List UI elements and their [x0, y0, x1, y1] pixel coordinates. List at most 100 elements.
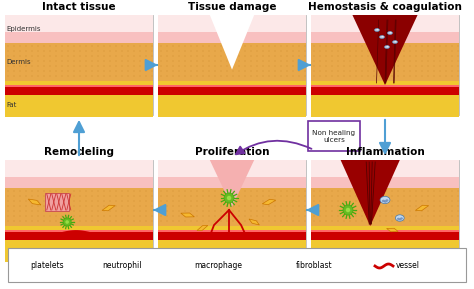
Ellipse shape [385, 60, 387, 62]
Ellipse shape [55, 70, 57, 72]
Bar [158, 32, 306, 43]
Ellipse shape [139, 60, 141, 62]
Ellipse shape [85, 55, 87, 57]
Ellipse shape [49, 65, 51, 67]
Ellipse shape [166, 75, 168, 77]
Ellipse shape [439, 210, 441, 212]
Ellipse shape [361, 215, 363, 217]
Ellipse shape [256, 190, 258, 192]
Ellipse shape [238, 195, 240, 197]
Ellipse shape [250, 220, 252, 222]
Ellipse shape [421, 205, 423, 207]
Ellipse shape [403, 205, 405, 207]
Text: neutrophil: neutrophil [102, 262, 142, 271]
Bar [5, 160, 153, 260]
Ellipse shape [121, 195, 123, 197]
Ellipse shape [250, 70, 252, 72]
Ellipse shape [286, 65, 288, 67]
Ellipse shape [373, 215, 375, 217]
Ellipse shape [238, 190, 240, 192]
Ellipse shape [7, 45, 9, 47]
Ellipse shape [172, 210, 174, 212]
Ellipse shape [160, 200, 162, 202]
Ellipse shape [97, 50, 99, 52]
Ellipse shape [262, 75, 264, 77]
Ellipse shape [49, 55, 51, 57]
Ellipse shape [91, 70, 93, 72]
Ellipse shape [178, 75, 180, 77]
Ellipse shape [409, 45, 411, 47]
Ellipse shape [127, 45, 129, 47]
Ellipse shape [244, 195, 246, 197]
Ellipse shape [25, 50, 27, 52]
Ellipse shape [115, 55, 117, 57]
Ellipse shape [262, 205, 264, 207]
Ellipse shape [286, 200, 288, 202]
Ellipse shape [379, 210, 381, 212]
Ellipse shape [133, 190, 135, 192]
Ellipse shape [67, 60, 69, 62]
Ellipse shape [379, 55, 381, 57]
Ellipse shape [457, 50, 459, 52]
Ellipse shape [325, 50, 327, 52]
Ellipse shape [178, 210, 180, 212]
Ellipse shape [49, 190, 51, 192]
Ellipse shape [397, 60, 399, 62]
Ellipse shape [238, 200, 240, 202]
Ellipse shape [67, 55, 69, 57]
Ellipse shape [395, 215, 404, 221]
Ellipse shape [97, 190, 99, 192]
Ellipse shape [343, 190, 345, 192]
Ellipse shape [421, 190, 423, 192]
Ellipse shape [331, 45, 333, 47]
Ellipse shape [37, 45, 39, 47]
Ellipse shape [292, 200, 294, 202]
Ellipse shape [313, 200, 315, 202]
Ellipse shape [409, 195, 411, 197]
Ellipse shape [67, 210, 69, 212]
Ellipse shape [280, 55, 282, 57]
Ellipse shape [292, 70, 294, 72]
Ellipse shape [19, 210, 21, 212]
Bar [311, 32, 459, 43]
Ellipse shape [208, 220, 210, 222]
Ellipse shape [373, 60, 375, 62]
Ellipse shape [31, 75, 33, 77]
Ellipse shape [337, 60, 339, 62]
Ellipse shape [349, 205, 351, 207]
Ellipse shape [343, 75, 345, 77]
Ellipse shape [457, 220, 459, 222]
Ellipse shape [439, 65, 441, 67]
Ellipse shape [433, 70, 435, 72]
Bar [158, 15, 306, 115]
Ellipse shape [337, 70, 339, 72]
Ellipse shape [298, 200, 300, 202]
Ellipse shape [433, 65, 435, 67]
Ellipse shape [109, 55, 111, 57]
Ellipse shape [133, 45, 135, 47]
Ellipse shape [457, 195, 459, 197]
Ellipse shape [262, 215, 264, 217]
Ellipse shape [43, 205, 45, 207]
Ellipse shape [451, 50, 453, 52]
Ellipse shape [433, 50, 435, 52]
Ellipse shape [286, 75, 288, 77]
Ellipse shape [133, 195, 135, 197]
Ellipse shape [298, 60, 300, 62]
Ellipse shape [373, 190, 375, 192]
Ellipse shape [91, 190, 93, 192]
Ellipse shape [91, 200, 93, 202]
Ellipse shape [103, 75, 105, 77]
Ellipse shape [439, 55, 441, 57]
Ellipse shape [115, 195, 117, 197]
Ellipse shape [184, 205, 186, 207]
Ellipse shape [376, 29, 379, 30]
Ellipse shape [403, 200, 405, 202]
Bar [311, 232, 459, 240]
Ellipse shape [349, 55, 351, 57]
Ellipse shape [355, 75, 357, 77]
Ellipse shape [361, 210, 363, 212]
Ellipse shape [190, 65, 192, 67]
Ellipse shape [238, 50, 240, 52]
Ellipse shape [403, 65, 405, 67]
